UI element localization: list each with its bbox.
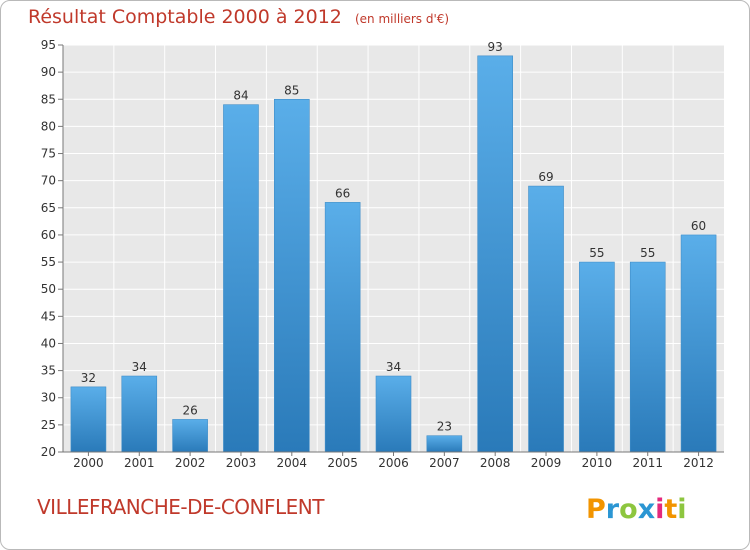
y-tick-label: 65 — [41, 201, 56, 215]
x-tick-label-2004: 2004 — [277, 456, 308, 470]
bar-2003 — [223, 104, 259, 453]
value-label-2005: 66 — [335, 186, 350, 200]
x-tick-label-2007: 2007 — [429, 456, 460, 470]
value-label-2012: 60 — [691, 219, 706, 233]
x-tick-label-2006: 2006 — [378, 456, 409, 470]
y-tick-label: 55 — [41, 255, 56, 269]
bar-2002 — [172, 419, 208, 453]
x-tick-label-2012: 2012 — [683, 456, 714, 470]
title-text: Résultat Comptable 2000 à 2012 — [28, 6, 342, 28]
bar-2006 — [375, 375, 412, 453]
x-tick-label-2002: 2002 — [175, 456, 206, 470]
y-tick-label: 25 — [41, 418, 56, 432]
x-tick-label-2010: 2010 — [582, 456, 613, 470]
value-label-2002: 26 — [182, 403, 197, 417]
y-tick-label: 90 — [41, 65, 56, 79]
value-label-2008: 93 — [488, 40, 503, 54]
value-label-2004: 85 — [284, 83, 299, 97]
bar-2000 — [70, 386, 107, 453]
value-label-2009: 69 — [538, 170, 553, 184]
logo-text: Proxiti — [586, 494, 687, 525]
y-tick-label: 80 — [41, 119, 56, 133]
x-tick-label-2005: 2005 — [327, 456, 358, 470]
x-tick-label-2008: 2008 — [480, 456, 511, 470]
y-tick-label: 85 — [41, 92, 56, 106]
y-tick-label: 20 — [41, 445, 56, 459]
x-tick-label-2011: 2011 — [632, 456, 663, 470]
y-tick-label: 45 — [41, 309, 56, 323]
y-tick-label: 30 — [41, 391, 56, 405]
value-label-2001: 34 — [132, 360, 147, 374]
x-tick-label-2001: 2001 — [124, 456, 155, 470]
bar-2012 — [680, 234, 717, 453]
chart-title: Résultat Comptable 2000 à 2012 (en milli… — [28, 6, 449, 28]
bar-2011 — [629, 261, 666, 453]
value-label-2003: 84 — [233, 89, 248, 103]
bar-2004 — [274, 98, 310, 453]
value-label-2007: 23 — [437, 420, 452, 434]
bar-2007 — [426, 435, 463, 453]
commune-name: VILLEFRANCHE-DE-CONFLENT — [37, 495, 324, 519]
bar-2010 — [579, 261, 615, 453]
value-label-2000: 32 — [81, 371, 96, 385]
x-tick-label-2000: 2000 — [73, 456, 104, 470]
y-tick-label: 60 — [41, 228, 56, 242]
y-tick-label: 70 — [41, 174, 56, 188]
unit-text: (en milliers d'€) — [354, 12, 450, 26]
y-tick-label: 50 — [41, 282, 56, 296]
x-tick-label-2003: 2003 — [226, 456, 257, 470]
bar-2001 — [121, 375, 158, 453]
bar-2005 — [324, 202, 361, 453]
value-label-2006: 34 — [386, 360, 401, 374]
proxiti-logo: Proxiti — [586, 494, 687, 525]
bar-2008 — [477, 55, 513, 453]
y-tick-label: 95 — [41, 38, 56, 52]
value-label-2010: 55 — [589, 246, 604, 260]
value-label-2011: 55 — [640, 246, 655, 260]
x-tick-label-2009: 2009 — [531, 456, 562, 470]
y-tick-label: 35 — [41, 364, 56, 378]
y-tick-label: 75 — [41, 147, 56, 161]
y-tick-label: 40 — [41, 336, 56, 350]
bar-2009 — [528, 185, 564, 453]
